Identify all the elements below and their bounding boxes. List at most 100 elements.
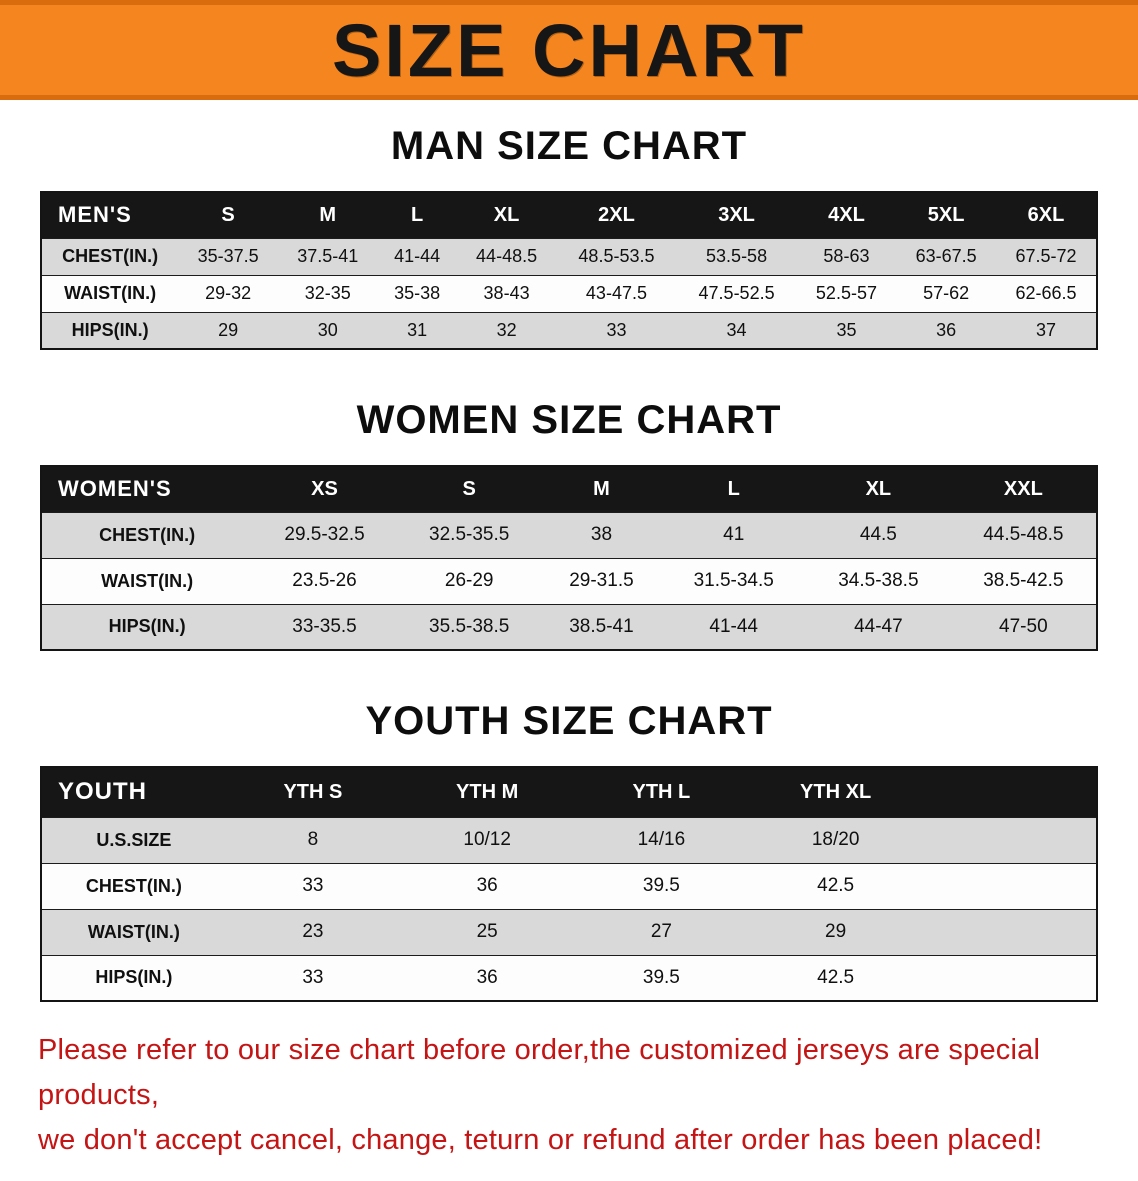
measurement-value-cell: 33-35.5	[252, 603, 397, 650]
measurement-value-cell: 32.5-35.5	[396, 511, 542, 558]
measurement-value-cell: 41	[661, 511, 807, 558]
size-header-cell: M	[277, 192, 378, 238]
measurement-value-cell: 38.5-42.5	[950, 557, 1097, 604]
size-chart-banner: SIZE CHART	[0, 0, 1138, 100]
measurement-value-cell: 29	[178, 311, 278, 349]
header-row: YOUTH YTH S YTH M YTH L YTH XL	[41, 767, 1097, 817]
measurement-value-cell: 41-44	[661, 603, 807, 650]
measurement-value-cell: 34.5-38.5	[806, 557, 951, 604]
measurement-value-cell: 18/20	[748, 816, 923, 863]
measurement-value-cell: 47-50	[950, 603, 1097, 650]
notice-line-2: we don't accept cancel, change, teturn o…	[38, 1123, 1043, 1156]
size-header-cell: 6XL	[995, 192, 1097, 238]
size-header-cell: L	[661, 466, 807, 512]
size-header-cell: M	[541, 466, 662, 512]
table-title-cell: YOUTH	[41, 767, 226, 817]
men-size-section: MAN SIZE CHART MEN'S S M L XL 2XL 3XL 4XL 5XL 6XL…	[0, 124, 1138, 350]
size-header-cell: YTH XL	[748, 767, 923, 817]
measurement-label-cell: HIPS(IN.)	[41, 954, 226, 1001]
size-header-cell: S	[396, 466, 542, 512]
table-title-cell: MEN'S	[41, 192, 179, 238]
measurement-row: WAIST(IN.) 29-32 32-35 35-38 38-43 43-47.5 47.…	[41, 274, 1097, 312]
youth-section-heading: YOUTH SIZE CHART	[365, 699, 773, 743]
measurement-value-cell: 23.5-26	[252, 557, 397, 604]
measurement-value-cell: 47.5-52.5	[676, 274, 797, 312]
measurement-value-cell: 35-38	[377, 274, 457, 312]
measurement-value-cell: 42.5	[748, 862, 923, 909]
measurement-value-cell: 39.5	[574, 862, 749, 909]
measurement-value-cell: 30	[277, 311, 378, 349]
measurement-value-cell: 57-62	[896, 274, 996, 312]
measurement-value-cell: 14/16	[574, 816, 749, 863]
size-header-cell: XS	[252, 466, 397, 512]
women-size-table: WOMEN'S XS S M L XL XXL CHEST(IN.) 29.5-32.5 32.…	[40, 465, 1098, 651]
measurement-value-cell: 44.5-48.5	[950, 511, 1097, 558]
measurement-row: HIPS(IN.) 33 36 39.5 42.5	[41, 954, 1097, 1001]
measurement-value-cell: 35.5-38.5	[396, 603, 542, 650]
size-header-cell: YTH M	[400, 767, 575, 817]
measurement-value-cell: 29-31.5	[541, 557, 662, 604]
measurement-value-cell: 35-37.5	[178, 237, 278, 275]
measurement-label-cell: CHEST(IN.)	[41, 237, 179, 275]
measurement-value-cell: 63-67.5	[896, 237, 996, 275]
women-size-section: WOMEN SIZE CHART WOMEN'S XS S M L XL XXL CHEST…	[0, 398, 1138, 651]
size-header-cell: 5XL	[896, 192, 996, 238]
order-notice: Please refer to our size chart before or…	[0, 1002, 1138, 1181]
measurement-value-cell: 29-32	[178, 274, 278, 312]
size-header-cell: S	[178, 192, 278, 238]
measurement-row: CHEST(IN.) 33 36 39.5 42.5	[41, 862, 1097, 909]
size-header-cell: 2XL	[556, 192, 677, 238]
row-spacer-cell	[922, 954, 1097, 1001]
youth-size-section: YOUTH SIZE CHART YOUTH YTH S YTH M YTH L YTH…	[0, 699, 1138, 1002]
measurement-value-cell: 39.5	[574, 954, 749, 1001]
measurement-label-cell: HIPS(IN.)	[41, 603, 253, 650]
size-header-cell: YTH L	[574, 767, 749, 817]
measurement-value-cell: 33	[556, 311, 677, 349]
measurement-label-cell: CHEST(IN.)	[41, 511, 253, 558]
size-header-cell: XL	[456, 192, 557, 238]
measurement-value-cell: 26-29	[396, 557, 542, 604]
measurement-value-cell: 23	[225, 908, 401, 955]
measurement-label-cell: WAIST(IN.)	[41, 274, 179, 312]
measurement-value-cell: 37.5-41	[277, 237, 378, 275]
measurement-value-cell: 62-66.5	[995, 274, 1097, 312]
measurement-value-cell: 36	[896, 311, 996, 349]
measurement-value-cell: 38.5-41	[541, 603, 662, 650]
men-size-table: MEN'S S M L XL 2XL 3XL 4XL 5XL 6XL CHEST(IN.) 35-3…	[40, 191, 1098, 350]
measurement-label-cell: U.S.SIZE	[41, 816, 226, 863]
measurement-value-cell: 8	[225, 816, 401, 863]
measurement-row: CHEST(IN.) 35-37.5 37.5-41 41-44 44-48.5 48.5…	[41, 237, 1097, 275]
measurement-value-cell: 36	[400, 862, 575, 909]
header-row: MEN'S S M L XL 2XL 3XL 4XL 5XL 6XL	[41, 192, 1097, 238]
measurement-row: WAIST(IN.) 23.5-26 26-29 29-31.5 31.5-34.5 34…	[41, 557, 1097, 604]
measurement-value-cell: 44-47	[806, 603, 951, 650]
measurement-value-cell: 33	[225, 954, 401, 1001]
page-title: SIZE CHART	[332, 8, 806, 92]
table-title-cell: WOMEN'S	[41, 466, 253, 512]
row-spacer-cell	[922, 862, 1097, 909]
measurement-value-cell: 31	[377, 311, 457, 349]
measurement-row: WAIST(IN.) 23 25 27 29	[41, 908, 1097, 955]
measurement-value-cell: 33	[225, 862, 401, 909]
measurement-label-cell: WAIST(IN.)	[41, 557, 253, 604]
measurement-value-cell: 38-43	[456, 274, 557, 312]
measurement-value-cell: 25	[400, 908, 575, 955]
measurement-row: HIPS(IN.) 33-35.5 35.5-38.5 38.5-41 41-44 44-…	[41, 603, 1097, 650]
measurement-label-cell: HIPS(IN.)	[41, 311, 179, 349]
measurement-value-cell: 43-47.5	[556, 274, 677, 312]
measurement-value-cell: 37	[995, 311, 1097, 349]
measurement-value-cell: 41-44	[377, 237, 457, 275]
row-spacer-cell	[922, 816, 1097, 863]
measurement-label-cell: CHEST(IN.)	[41, 862, 226, 909]
measurement-value-cell: 38	[541, 511, 662, 558]
measurement-value-cell: 44.5	[806, 511, 951, 558]
measurement-value-cell: 48.5-53.5	[556, 237, 677, 275]
measurement-value-cell: 32	[456, 311, 557, 349]
size-header-cell: 4XL	[796, 192, 897, 238]
measurement-value-cell: 35	[796, 311, 897, 349]
size-header-cell: YTH S	[225, 767, 401, 817]
measurement-row: CHEST(IN.) 29.5-32.5 32.5-35.5 38 41 44.5 44.5…	[41, 511, 1097, 558]
header-row: WOMEN'S XS S M L XL XXL	[41, 466, 1097, 512]
measurement-value-cell: 67.5-72	[995, 237, 1097, 275]
measurement-value-cell: 32-35	[277, 274, 378, 312]
